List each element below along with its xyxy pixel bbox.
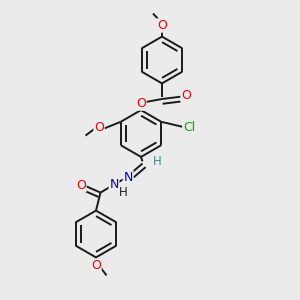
Text: Cl: Cl: [183, 121, 195, 134]
Text: O: O: [76, 178, 86, 192]
Text: O: O: [181, 89, 191, 102]
Text: N: N: [123, 171, 133, 184]
Text: O: O: [157, 19, 167, 32]
Text: O: O: [91, 259, 101, 272]
Text: H: H: [153, 155, 162, 168]
Text: O: O: [136, 97, 146, 110]
Text: H: H: [118, 186, 127, 199]
Text: O: O: [94, 121, 104, 134]
Text: N: N: [109, 178, 119, 191]
